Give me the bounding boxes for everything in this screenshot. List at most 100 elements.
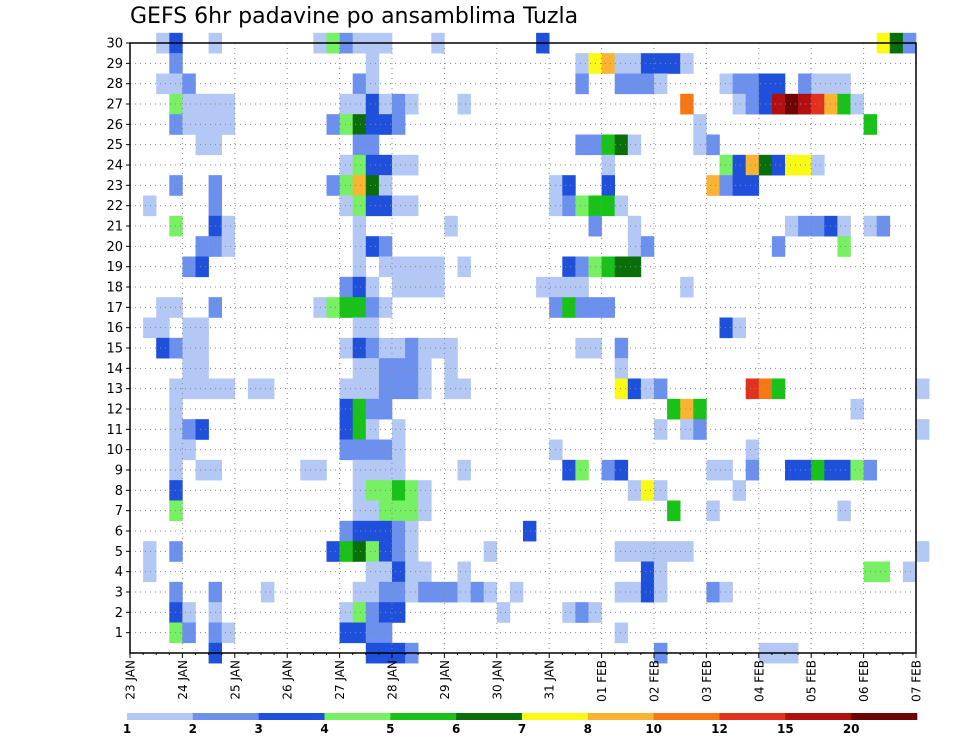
heatmap-cell (431, 256, 445, 278)
heatmap-cell (418, 480, 432, 501)
heatmap-cell (575, 134, 589, 156)
heatmap-cell (182, 93, 196, 115)
x-tick-label: 26 JAN (281, 660, 295, 700)
heatmap-cell (457, 581, 471, 603)
heatmap-cell (614, 459, 629, 481)
heatmap-cell (627, 134, 642, 156)
heatmap-cell (300, 459, 314, 481)
heatmap-cell (365, 500, 380, 522)
heatmap-cell (837, 459, 851, 481)
colorbar-label: 6 (452, 722, 460, 736)
y-tick-label: 8 (115, 484, 123, 499)
heatmap-cell (614, 73, 629, 95)
heatmap-cell (365, 337, 380, 359)
heatmap-cell (392, 195, 406, 217)
heatmap-cell (876, 215, 891, 237)
heatmap-cell (562, 175, 576, 196)
heatmap-cell (352, 602, 367, 623)
y-tick-label: 22 (106, 199, 123, 214)
heatmap-cell (667, 398, 681, 420)
y-tick-label: 21 (106, 220, 123, 235)
y-tick-label: 2 (115, 606, 123, 621)
heatmap-cell (365, 622, 380, 644)
heatmap-cell (339, 114, 353, 135)
heatmap-cell (562, 195, 576, 217)
heatmap-cell (601, 297, 615, 318)
heatmap-cell (837, 500, 851, 522)
heatmap-cell (719, 581, 733, 603)
heatmap-cell (562, 297, 576, 318)
colorbar-label: 1 (123, 722, 131, 736)
y-tick-label: 25 (106, 138, 123, 153)
heatmap-cell (339, 175, 353, 196)
heatmap-cell (195, 236, 209, 257)
heatmap-cell (352, 317, 367, 339)
heatmap-cell (365, 520, 380, 542)
heatmap-cell (392, 561, 406, 583)
heatmap-cell (627, 236, 642, 257)
y-tick-label: 28 (106, 77, 123, 92)
heatmap-cell (405, 561, 419, 583)
heatmap-cell (798, 73, 812, 95)
heatmap-cell (392, 419, 406, 440)
heatmap-cell (916, 541, 930, 562)
y-tick-label: 3 (115, 586, 123, 601)
heatmap-cell (405, 195, 419, 217)
heatmap-cell (562, 276, 576, 298)
heatmap-cell (745, 175, 760, 196)
heatmap-cell (365, 195, 380, 217)
heatmap-cell (837, 93, 851, 115)
x-tick-label: 24 JAN (176, 660, 190, 700)
heatmap-cell (444, 581, 458, 603)
heatmap-cell (798, 459, 812, 481)
x-tick-label: 06 FEB (857, 660, 871, 702)
x-axis-ticks: 23 JAN 24 JAN 25 JAN 26 JAN 27 JAN 28 JAN 29 J… (124, 653, 924, 702)
x-tick-label: 05 FEB (805, 660, 819, 702)
y-tick-label: 11 (106, 423, 123, 438)
heatmap-cell (365, 480, 380, 501)
heatmap-cell (640, 73, 655, 95)
heatmap-cell (195, 93, 209, 115)
heatmap-cell (706, 134, 720, 156)
heatmap-cell (614, 581, 629, 603)
x-tick-label: 23 JAN (124, 660, 138, 700)
heatmap-cell (339, 154, 353, 176)
heatmap-cell (771, 93, 786, 115)
heatmap-cell (326, 541, 340, 562)
heatmap-cell (745, 459, 760, 481)
heatmap-cell (352, 154, 367, 176)
heatmap-cell (195, 114, 209, 135)
heatmap-cell (221, 236, 236, 257)
heatmap-cell (352, 134, 367, 156)
heatmap-cell (418, 276, 432, 298)
heatmap-cell (392, 541, 406, 562)
heatmap-cell (405, 541, 419, 562)
x-tick-label: 25 JAN (228, 660, 242, 700)
heatmap-cell (496, 602, 511, 623)
y-tick-label: 18 (106, 281, 123, 296)
heatmap-cell (365, 419, 380, 440)
heatmap-cell (182, 378, 196, 400)
heatmap-cell (392, 520, 406, 542)
heatmap-cell (640, 236, 655, 257)
heatmap-cell (143, 541, 157, 562)
heatmap-cell (771, 236, 786, 257)
heatmap-cell (326, 175, 340, 196)
heatmap-cell (640, 581, 655, 603)
y-tick-label: 29 (106, 57, 123, 72)
heatmap-cell (614, 337, 629, 359)
heatmap-cell (680, 93, 694, 115)
heatmap-cell (745, 154, 760, 176)
heatmap-cell (732, 480, 746, 501)
heatmap-cell (575, 337, 589, 359)
heatmap-cell (614, 195, 629, 217)
y-tick-label: 23 (106, 179, 123, 194)
heatmap-cell (352, 73, 367, 95)
heatmap-cell (261, 581, 275, 603)
heatmap-cell (811, 93, 825, 115)
heatmap-cell (352, 175, 367, 196)
heatmap-cell (339, 276, 353, 298)
heatmap-cell (627, 53, 642, 74)
heatmap-cell (523, 520, 537, 542)
heatmap-cell (221, 622, 236, 644)
